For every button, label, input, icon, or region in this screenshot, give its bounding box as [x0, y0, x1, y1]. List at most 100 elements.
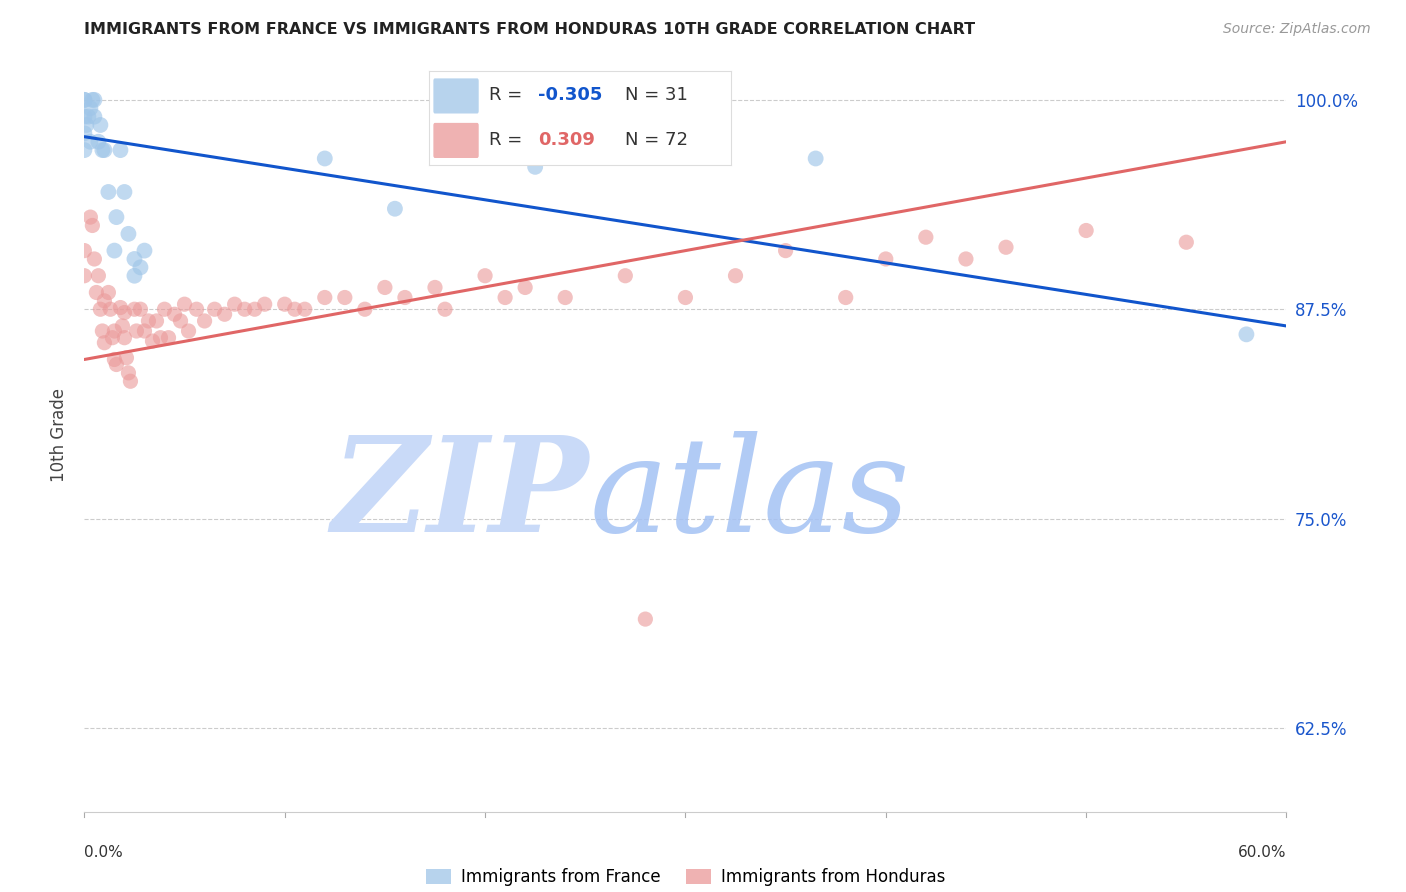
Point	[333, 291, 356, 305]
Y-axis label: 10th Grade: 10th Grade	[51, 388, 69, 482]
Text: 0.309: 0.309	[537, 131, 595, 149]
Text: ZIP: ZIP	[332, 431, 589, 559]
Point	[955, 252, 977, 266]
Point	[117, 366, 139, 380]
Point	[73, 244, 96, 258]
Point	[284, 302, 307, 317]
Point	[101, 331, 124, 345]
Point	[675, 291, 697, 305]
Point	[524, 160, 547, 174]
Point	[114, 185, 135, 199]
Point	[274, 297, 297, 311]
Point	[875, 252, 897, 266]
Point	[97, 285, 120, 300]
Point	[97, 185, 120, 199]
Point	[125, 324, 148, 338]
Point	[134, 244, 156, 258]
Text: Source: ZipAtlas.com: Source: ZipAtlas.com	[1223, 22, 1371, 37]
Point	[354, 302, 377, 317]
Point	[214, 307, 236, 321]
Text: 0.0%: 0.0%	[84, 846, 124, 860]
Point	[614, 268, 637, 283]
Point	[77, 110, 100, 124]
Point	[169, 314, 191, 328]
Point	[103, 324, 125, 338]
Point	[82, 93, 104, 107]
Point	[1175, 235, 1198, 250]
Point	[995, 240, 1018, 254]
Point	[314, 291, 336, 305]
Point	[103, 352, 125, 367]
Text: 60.0%: 60.0%	[1239, 846, 1286, 860]
Point	[129, 260, 152, 275]
Point	[105, 210, 128, 224]
Point	[173, 297, 195, 311]
Point	[224, 297, 246, 311]
Text: N = 31: N = 31	[626, 87, 688, 104]
Point	[243, 302, 266, 317]
Point	[474, 268, 496, 283]
Point	[73, 93, 96, 107]
Text: IMMIGRANTS FROM FRANCE VS IMMIGRANTS FROM HONDURAS 10TH GRADE CORRELATION CHART: IMMIGRANTS FROM FRANCE VS IMMIGRANTS FRO…	[84, 22, 976, 37]
Point	[93, 143, 115, 157]
Point	[835, 291, 858, 305]
Text: -0.305: -0.305	[537, 87, 602, 104]
Point	[79, 101, 101, 115]
Point	[73, 268, 96, 283]
Point	[91, 324, 114, 338]
FancyBboxPatch shape	[433, 123, 478, 158]
Point	[114, 331, 135, 345]
FancyBboxPatch shape	[433, 78, 478, 113]
Point	[73, 110, 96, 124]
Point	[79, 135, 101, 149]
Point	[129, 302, 152, 317]
Point	[89, 302, 111, 317]
Point	[149, 331, 172, 345]
Point	[86, 285, 108, 300]
Point	[253, 297, 276, 311]
Point	[73, 126, 96, 140]
Point	[91, 143, 114, 157]
Point	[124, 252, 146, 266]
Legend: Immigrants from France, Immigrants from Honduras: Immigrants from France, Immigrants from …	[419, 862, 952, 892]
Point	[204, 302, 226, 317]
Point	[87, 268, 110, 283]
Point	[111, 318, 134, 333]
Point	[110, 301, 132, 315]
Text: R =: R =	[489, 131, 534, 149]
Point	[83, 110, 105, 124]
Point	[515, 280, 537, 294]
Point	[314, 152, 336, 166]
Point	[294, 302, 316, 317]
Point	[114, 305, 135, 319]
Point	[105, 358, 128, 372]
Point	[157, 331, 180, 345]
Point	[117, 227, 139, 241]
Point	[724, 268, 747, 283]
Point	[233, 302, 256, 317]
Text: N = 72: N = 72	[626, 131, 689, 149]
Point	[93, 293, 115, 308]
Text: R =: R =	[489, 87, 529, 104]
Point	[100, 302, 122, 317]
Point	[384, 202, 406, 216]
Point	[394, 291, 416, 305]
Text: atlas: atlas	[589, 431, 910, 559]
Point	[177, 324, 200, 338]
Point	[804, 152, 827, 166]
Point	[73, 143, 96, 157]
Point	[434, 302, 457, 317]
Point	[163, 307, 186, 321]
Point	[138, 314, 160, 328]
Point	[374, 280, 396, 294]
Point	[93, 335, 115, 350]
Point	[79, 210, 101, 224]
Point	[82, 219, 104, 233]
Point	[115, 351, 138, 365]
Point	[124, 268, 146, 283]
Point	[89, 118, 111, 132]
Point	[75, 118, 97, 132]
Point	[1076, 223, 1098, 237]
Point	[186, 302, 208, 317]
Point	[775, 244, 797, 258]
